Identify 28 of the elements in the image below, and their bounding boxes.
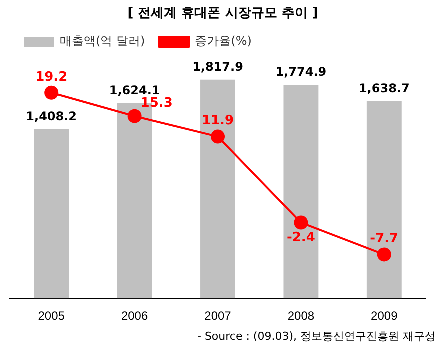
data-label: 1,624.1 <box>109 83 160 98</box>
data-label: 1,638.7 <box>358 82 410 96</box>
point <box>211 130 225 144</box>
data-label: 19.2 <box>36 70 68 85</box>
data-label: 15.3 <box>140 96 173 112</box>
data-label: 1,408.2 <box>26 109 78 124</box>
chart-title: [ 전세계 휴대폰 시장규모 추이 ] <box>126 5 320 22</box>
x-tick-label: 2006 <box>121 309 148 324</box>
bar <box>200 80 236 299</box>
bar <box>366 101 402 299</box>
text: - Source : (09.03), 정보통신연구진흥원 재구성 <box>197 329 436 344</box>
data-label: 1,774.9 <box>276 65 327 80</box>
data-label: 11.9 <box>202 114 234 129</box>
x-tick-label: 2007 <box>204 309 232 324</box>
x-tick-label: 2009 <box>371 309 398 324</box>
legend-label: 증가율(%) <box>195 34 252 48</box>
point <box>377 248 392 262</box>
x-tick-label: 2005 <box>38 309 66 324</box>
x-tick-label: 2008 <box>288 309 315 324</box>
point <box>44 86 59 100</box>
bar <box>34 129 70 299</box>
data-label: -2.4 <box>286 230 316 246</box>
bar <box>284 85 319 299</box>
point <box>128 109 142 124</box>
point <box>294 216 308 230</box>
data-label: 1,817.9 <box>192 60 244 74</box>
legend-label: 매출액(억 달러) <box>60 34 146 48</box>
data-label: -7.7 <box>370 232 399 247</box>
